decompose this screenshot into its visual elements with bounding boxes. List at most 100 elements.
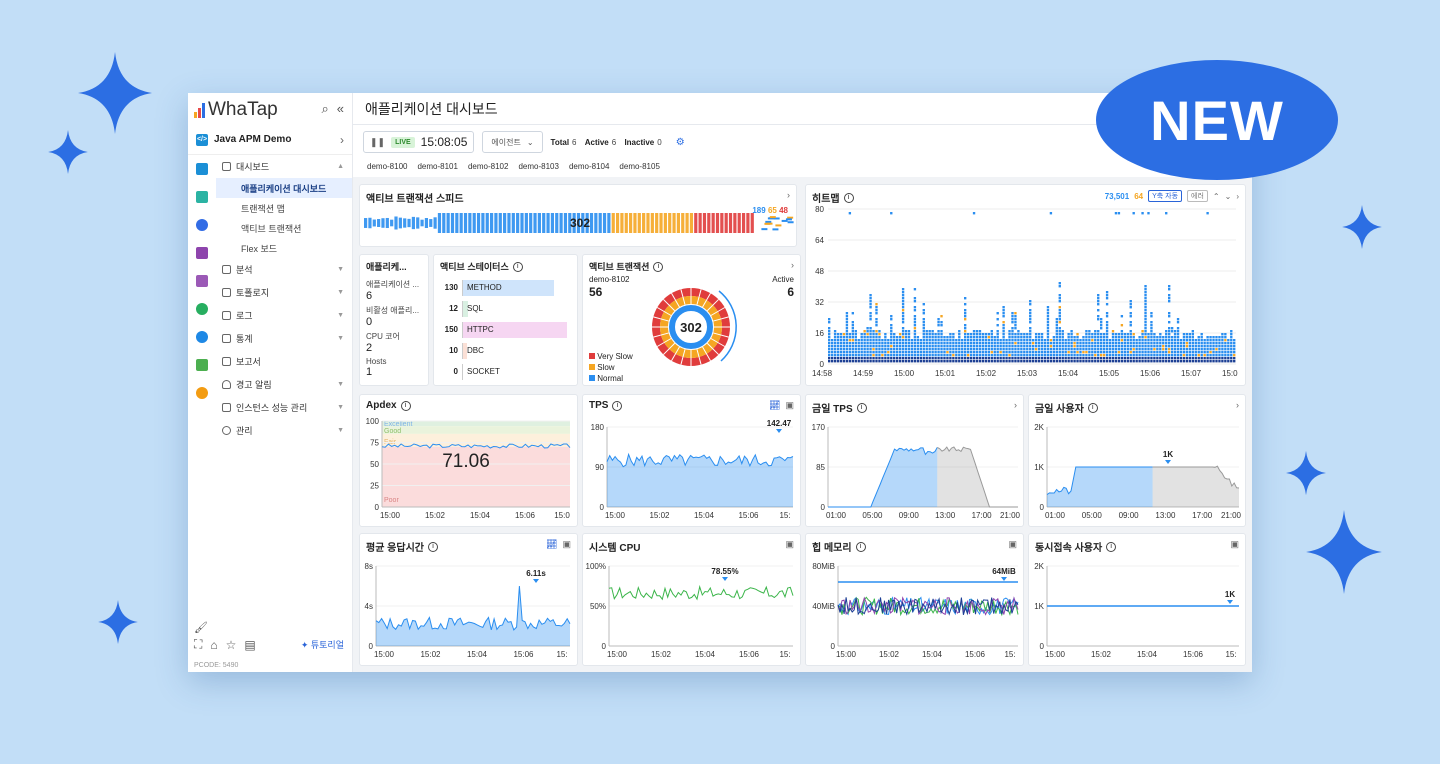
chevron-down-icon[interactable]: ⌄ <box>1224 191 1232 201</box>
heatmap-cell <box>1052 351 1056 354</box>
heatmap-cell <box>875 309 878 312</box>
browser-icon[interactable] <box>196 303 208 315</box>
sidebar-subitem-app-dashboard[interactable]: 애플리케이션 대시보드 <box>216 178 352 198</box>
agent-chip[interactable]: demo-8100 <box>367 162 408 171</box>
sidebar-item-alert[interactable]: 경고 알림 ▼ <box>216 373 352 396</box>
sidebar-item-topology[interactable]: 토폴로지 ▼ <box>216 281 352 304</box>
info-icon[interactable]: i <box>843 192 854 203</box>
pause-icon[interactable]: ❚❚ <box>370 136 386 147</box>
status-row[interactable]: 150 HTTPC <box>434 319 577 340</box>
agent-chip[interactable]: demo-8105 <box>619 162 660 171</box>
tutorial-link[interactable]: ✦ 튜토리얼 <box>300 640 344 650</box>
heatmap-cell <box>1153 354 1156 357</box>
search-icon[interactable]: ⌕ <box>321 101 329 116</box>
fullscreen-icon[interactable]: ⛶ <box>194 637 203 651</box>
settings-icon[interactable]: ⚙ <box>675 136 685 148</box>
agent-select[interactable]: 에이전트 ⌄ <box>482 131 543 153</box>
live-control[interactable]: ❚❚ LIVE 15:08:05 <box>363 131 475 153</box>
line-chart-icon[interactable]: 📈︎ <box>546 539 558 549</box>
chevron-right-icon[interactable]: › <box>1014 400 1017 410</box>
agent-chip[interactable]: demo-8101 <box>417 162 458 171</box>
database-icon[interactable] <box>196 247 208 259</box>
sidebar-subitem-active-transaction[interactable]: 액티브 트랜잭션 <box>241 223 302 234</box>
info-icon[interactable]: i <box>1106 541 1117 552</box>
bookmark-icon[interactable]: ▤ <box>244 637 256 652</box>
heatmap-cell <box>1091 345 1094 348</box>
heatmap-cell <box>1138 345 1141 348</box>
heatmap-cell <box>1150 321 1153 324</box>
x-tick-label: 15: <box>779 511 790 520</box>
server-icon[interactable] <box>196 191 208 203</box>
heatmap-cell <box>857 342 860 345</box>
heatmap-cell <box>1108 345 1112 348</box>
info-icon[interactable]: i <box>512 261 523 272</box>
chevron-right-icon[interactable]: › <box>787 190 790 200</box>
sidebar-item-statistics[interactable]: 통계 ▼ <box>216 327 352 350</box>
log-icon[interactable] <box>196 275 208 287</box>
info-icon[interactable]: i <box>1087 402 1098 413</box>
logo[interactable]: WhaTap <box>194 99 278 121</box>
error-chip[interactable]: 에러 <box>1187 190 1208 202</box>
heatmap-cell <box>1218 357 1221 360</box>
home-icon[interactable]: ⌂ <box>210 637 218 652</box>
heatmap-cell <box>875 324 878 327</box>
info-icon[interactable]: i <box>653 261 664 272</box>
sidebar-subitem-flex-board[interactable]: Flex 보드 <box>241 243 278 254</box>
image-icon[interactable]: ▣ <box>785 400 794 410</box>
heatmap-cell <box>1070 351 1073 354</box>
heatmap-cell <box>848 339 852 342</box>
info-icon[interactable]: i <box>400 400 411 411</box>
image-icon[interactable]: ▣ <box>1008 539 1017 549</box>
status-row[interactable]: 12 SQL <box>434 298 577 319</box>
sidebar-item-analysis[interactable]: 분석 ▼ <box>216 258 352 281</box>
sidebar-item-report[interactable]: 보고서 <box>216 350 352 373</box>
info-icon[interactable]: i <box>427 541 438 552</box>
chevron-up-icon[interactable]: ⌃ <box>1212 191 1220 201</box>
image-icon[interactable]: ▣ <box>562 539 571 549</box>
heatmap-cell <box>1224 351 1227 354</box>
chevron-right-icon[interactable]: › <box>1236 191 1239 201</box>
sidebar-item-admin[interactable]: 관리 ▼ <box>216 419 352 442</box>
status-row[interactable]: 130 METHOD <box>434 277 577 298</box>
paint-icon[interactable]: 🖌 <box>194 622 208 634</box>
star-icon[interactable]: ☆ <box>225 637 237 652</box>
sidebar-item-instance-perf[interactable]: 인스턴스 성능 관리 ▼ <box>216 396 352 419</box>
y-tick-label: 0 <box>1040 503 1045 512</box>
sidebar-subitem-transaction-map[interactable]: 트랜잭션 맵 <box>241 203 285 214</box>
heatmap-cell <box>869 345 872 348</box>
heatmap-cell <box>1032 345 1035 348</box>
heatmap-cell <box>1120 336 1124 339</box>
heatmap-cell <box>1002 306 1005 309</box>
heatmap-cell <box>1026 348 1029 351</box>
url-icon[interactable] <box>196 359 208 371</box>
sidebar-item-dashboard[interactable]: 대시보드 ▲ <box>216 155 352 178</box>
chevron-right-icon[interactable]: › <box>1236 400 1239 410</box>
cloud-icon[interactable] <box>196 331 208 343</box>
synthetic-icon[interactable] <box>196 387 208 399</box>
chevron-right-icon[interactable]: › <box>791 260 794 270</box>
line-chart-icon[interactable]: 📈︎ <box>769 400 781 410</box>
status-row[interactable]: 10 DBC <box>434 340 577 361</box>
heatmap-cell <box>1206 345 1209 348</box>
project-selector[interactable]: </> Java APM Demo › <box>188 125 352 155</box>
heatmap-cell <box>1067 342 1070 345</box>
heatmap-cell <box>1159 354 1162 357</box>
agent-chip[interactable]: demo-8102 <box>467 162 509 171</box>
info-icon[interactable]: i <box>856 402 867 413</box>
y-axis-auto-chip[interactable]: Y축 자동 <box>1148 190 1183 202</box>
image-icon[interactable]: ▣ <box>785 539 794 549</box>
info-icon[interactable]: i <box>855 541 866 552</box>
agent-chip[interactable]: demo-8103 <box>518 162 559 171</box>
agent-chip[interactable]: demo-8104 <box>568 162 610 171</box>
image-icon[interactable]: ▣ <box>1230 539 1239 549</box>
heatmap-cell <box>1052 342 1056 345</box>
heatmap-cell <box>916 336 920 339</box>
kubernetes-icon[interactable] <box>196 219 208 231</box>
info-icon[interactable]: i <box>612 400 623 411</box>
sidebar-item-log[interactable]: 로그 ▼ <box>216 304 352 327</box>
status-row[interactable]: 0 SOCKET <box>434 361 577 382</box>
java-icon[interactable] <box>196 163 208 175</box>
heatmap-cell <box>898 357 902 360</box>
heatmap-cell <box>904 330 908 333</box>
collapse-icon[interactable]: « <box>336 101 344 116</box>
